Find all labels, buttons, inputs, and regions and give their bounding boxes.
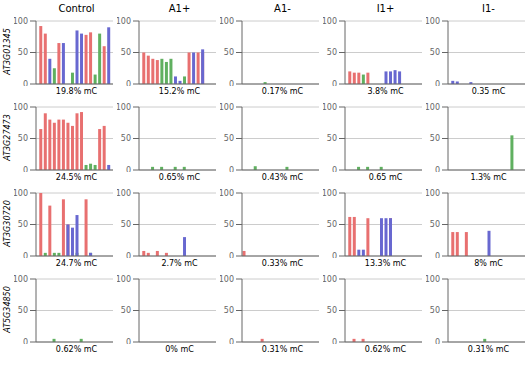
html-text:AT5G34850: AT5G34850 [2, 285, 12, 333]
html-text:0.31% mC: 0.31% mC [467, 345, 510, 354]
html-text:Control: Control [58, 3, 95, 14]
svg-text:0: 0 [332, 80, 337, 86]
svg-text:100: 100 [220, 17, 234, 26]
svg-text:0: 0 [23, 166, 28, 172]
svg-text:100: 100 [426, 103, 440, 112]
html-text:0.17% mC: 0.17% mC [261, 87, 304, 96]
html-text:24.7% mC: 24.7% mC [55, 259, 98, 268]
svg-text:50: 50 [224, 306, 234, 315]
svg-text:50: 50 [224, 48, 234, 57]
svg-text:100: 100 [220, 103, 234, 112]
html-text:15.2% mC: 15.2% mC [158, 87, 201, 96]
svg-text:50: 50 [430, 48, 440, 57]
svg-text:0: 0 [229, 252, 234, 258]
svg-text:0: 0 [435, 252, 440, 258]
svg-text:0: 0 [332, 338, 337, 344]
svg-text:50: 50 [18, 306, 28, 315]
html-text:A1-: A1- [274, 3, 291, 14]
html-text:I1+: I1+ [376, 3, 395, 14]
svg-text:100: 100 [426, 17, 440, 26]
html-text:AT3G30720: AT3G30720 [2, 199, 12, 247]
svg-text:50: 50 [327, 134, 337, 143]
svg-text:50: 50 [327, 306, 337, 315]
svg-text:0: 0 [23, 80, 28, 86]
svg-text:50: 50 [430, 306, 440, 315]
svg-text:0: 0 [229, 166, 234, 172]
svg-text:0: 0 [126, 252, 131, 258]
svg-text:50: 50 [121, 220, 131, 229]
svg-text:0: 0 [229, 338, 234, 344]
svg-text:50: 50 [18, 220, 28, 229]
svg-text:0: 0 [435, 80, 440, 86]
html-text:24.5% mC: 24.5% mC [55, 173, 98, 182]
svg-text:100: 100 [426, 189, 440, 198]
svg-text:0: 0 [23, 338, 28, 344]
svg-text:0: 0 [229, 80, 234, 86]
svg-text:0: 0 [126, 166, 131, 172]
svg-text:0: 0 [332, 252, 337, 258]
svg-text:100: 100 [220, 275, 234, 284]
html-text:19.8% mC: 19.8% mC [55, 87, 98, 96]
html-text:0.35 mC: 0.35 mC [471, 87, 506, 96]
svg-text:0: 0 [126, 80, 131, 86]
html-text:13.3% mC: 13.3% mC [364, 259, 407, 268]
html-text:0.31% mC: 0.31% mC [261, 345, 304, 354]
svg-text:100: 100 [426, 275, 440, 284]
svg-text:100: 100 [14, 189, 28, 198]
svg-text:100: 100 [14, 103, 28, 112]
svg-text:100: 100 [117, 275, 131, 284]
svg-text:100: 100 [323, 103, 337, 112]
html-text:0.62% mC: 0.62% mC [364, 345, 407, 354]
html-text:AT3G27473: AT3G27473 [2, 113, 12, 161]
svg-text:50: 50 [327, 220, 337, 229]
html-text:A1+: A1+ [168, 3, 191, 14]
html-text:8% mC: 8% mC [474, 259, 503, 268]
html-text:AT3G01345: AT3G01345 [2, 27, 12, 75]
html-text:I1-: I1- [482, 3, 495, 14]
html-text:0.65 mC: 0.65 mC [368, 173, 403, 182]
svg-text:0: 0 [23, 252, 28, 258]
svg-text:100: 100 [14, 275, 28, 284]
svg-text:50: 50 [121, 306, 131, 315]
svg-text:100: 100 [117, 103, 131, 112]
html-text:1.3% mC: 1.3% mC [470, 173, 507, 182]
html-text:0.62% mC: 0.62% mC [55, 345, 98, 354]
svg-text:100: 100 [117, 17, 131, 26]
svg-text:50: 50 [430, 134, 440, 143]
svg-text:50: 50 [430, 220, 440, 229]
svg-text:100: 100 [323, 17, 337, 26]
svg-text:50: 50 [224, 134, 234, 143]
svg-text:100: 100 [14, 17, 28, 26]
svg-text:100: 100 [220, 189, 234, 198]
html-text:0.43% mC: 0.43% mC [261, 173, 304, 182]
svg-text:0: 0 [435, 166, 440, 172]
svg-text:0: 0 [126, 338, 131, 344]
svg-text:50: 50 [18, 48, 28, 57]
svg-text:0: 0 [332, 166, 337, 172]
html-text:0.33% mC: 0.33% mC [261, 259, 304, 268]
html-text:3.8% mC: 3.8% mC [367, 87, 404, 96]
svg-text:100: 100 [323, 189, 337, 198]
svg-text:50: 50 [327, 48, 337, 57]
html-text:0.65% mC: 0.65% mC [158, 173, 201, 182]
svg-text:50: 50 [121, 48, 131, 57]
svg-text:100: 100 [117, 189, 131, 198]
svg-text:0: 0 [435, 338, 440, 344]
svg-text:100: 100 [323, 275, 337, 284]
html-text:2.7% mC: 2.7% mC [161, 259, 198, 268]
svg-text:50: 50 [18, 134, 28, 143]
svg-text:50: 50 [224, 220, 234, 229]
svg-text:50: 50 [121, 134, 131, 143]
html-text:0% mC: 0% mC [165, 345, 194, 354]
